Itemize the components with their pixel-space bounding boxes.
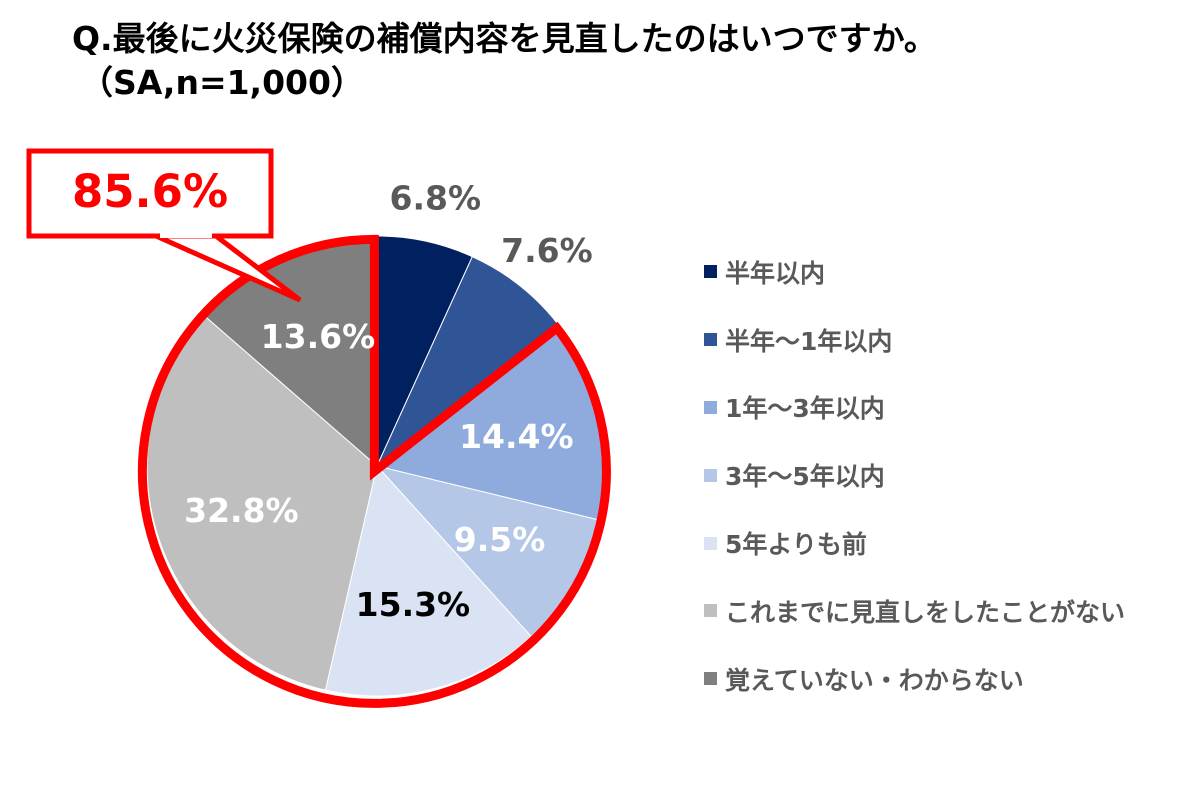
data-labels: 6.8% 7.6% 14.4% 9.5% 15.3% 32.8% 13.6% — [184, 178, 593, 624]
legend-item-1: 半年以内 — [704, 238, 1125, 306]
highlight-outline — [137, 234, 611, 708]
slice-2 — [376, 256, 559, 467]
legend-label: 覚えていない・わからない — [725, 665, 1024, 695]
data-label-1: 6.8% — [390, 178, 482, 217]
legend-label: 半年以内 — [725, 258, 826, 288]
legend-item-5: 5年よりも前 — [704, 509, 1125, 577]
legend: 半年以内半年～1年以内 1年～3年以内 3年～5年以内 5年よりも前これまでに見直しを… — [704, 238, 1125, 713]
chart-subtitle: （SA,n=1,000） — [80, 63, 364, 102]
legend-label: 半年～1年以内 — [725, 326, 893, 356]
legend-swatch — [704, 468, 717, 482]
legend-item-2: 半年～1年以内 — [704, 306, 1125, 374]
chart-title: Q.最後に火災保険の補償内容を見直したのはいつですか。 — [72, 19, 937, 58]
data-label-2: 7.6% — [501, 231, 593, 270]
data-label-4: 9.5% — [454, 520, 546, 559]
legend-item-7: 覚えていない・わからない — [704, 645, 1125, 713]
callout: 85.6% — [26, 148, 302, 303]
legend-swatch — [704, 604, 717, 618]
legend-swatch — [704, 536, 717, 550]
data-label-5: 15.3% — [356, 585, 471, 624]
legend-label: 1年～3年以内 — [725, 394, 885, 424]
legend-swatch — [704, 400, 717, 414]
legend-label: これまでに見直しをしたことがない — [725, 597, 1126, 627]
highlight-group — [137, 234, 611, 708]
legend-item-6: これまでに見直しをしたことがない — [704, 577, 1125, 645]
callout-box — [26, 148, 274, 239]
data-label-6: 32.8% — [184, 491, 299, 530]
data-label-3: 14.4% — [459, 417, 574, 456]
legend-label: 5年よりも前 — [725, 530, 867, 560]
legend-swatch — [704, 265, 717, 279]
callout-value: 85.6% — [72, 165, 228, 218]
slice-5 — [324, 464, 532, 697]
legend-label: 3年～5年以内 — [725, 462, 885, 492]
data-label-7: 13.6% — [261, 317, 376, 356]
legend-item-3: 1年～3年以内 — [704, 374, 1125, 442]
legend-item-4: 3年～5年以内 — [704, 441, 1125, 509]
legend-swatch — [704, 672, 717, 686]
legend-swatch — [704, 333, 717, 347]
